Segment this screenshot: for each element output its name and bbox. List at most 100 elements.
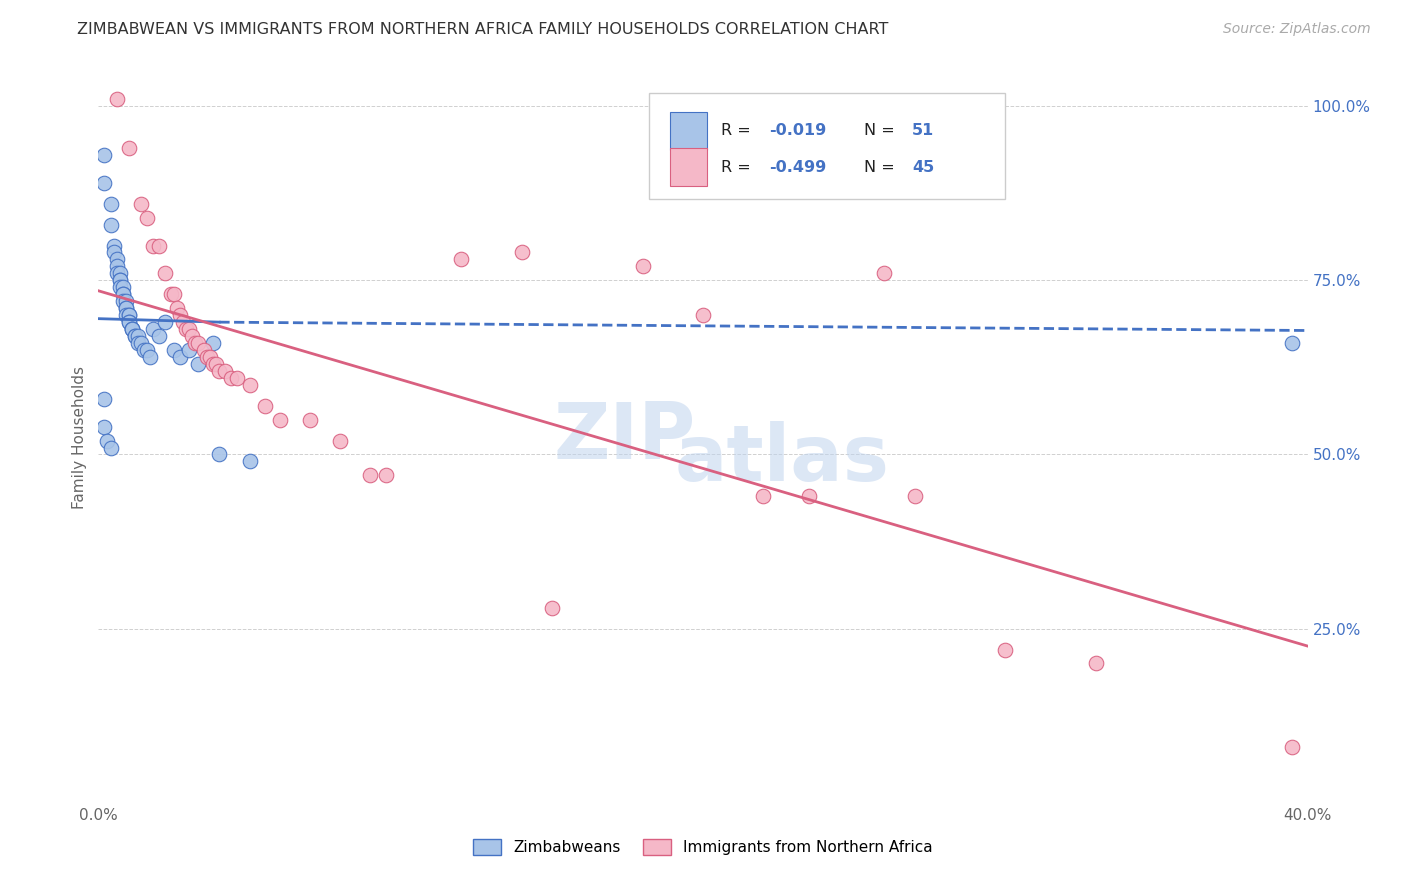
Point — [169, 308, 191, 322]
Point — [96, 434, 118, 448]
Point — [118, 141, 141, 155]
Point — [214, 364, 236, 378]
Point — [329, 434, 352, 448]
Point — [129, 196, 152, 211]
Text: R =: R = — [721, 123, 756, 138]
Point — [208, 364, 231, 378]
FancyBboxPatch shape — [671, 112, 707, 150]
Point — [129, 336, 152, 351]
Text: N =: N = — [863, 160, 900, 175]
Point — [135, 343, 157, 357]
Point — [108, 280, 131, 294]
Point — [299, 412, 322, 426]
Text: -0.499: -0.499 — [769, 160, 827, 175]
Point — [1085, 657, 1108, 671]
Point — [105, 260, 128, 274]
Point — [139, 350, 162, 364]
Point — [127, 329, 149, 343]
Legend: Zimbabweans, Immigrants from Northern Africa: Zimbabweans, Immigrants from Northern Af… — [467, 833, 939, 861]
Point — [160, 287, 183, 301]
Point — [100, 218, 122, 232]
Point — [193, 343, 215, 357]
Point — [121, 322, 143, 336]
Point — [187, 336, 209, 351]
Point — [118, 308, 141, 322]
Text: ZIP: ZIP — [554, 399, 696, 475]
Point — [105, 266, 128, 280]
Point — [114, 301, 136, 316]
Point — [118, 315, 141, 329]
Point — [118, 308, 141, 322]
Point — [163, 343, 186, 357]
Point — [93, 419, 115, 434]
Point — [124, 329, 146, 343]
Point — [169, 350, 191, 364]
Point — [108, 273, 131, 287]
Point — [179, 343, 201, 357]
Point — [153, 315, 176, 329]
Point — [692, 308, 714, 322]
Point — [631, 260, 654, 274]
Text: 51: 51 — [912, 123, 935, 138]
Point — [132, 343, 155, 357]
Point — [752, 489, 775, 503]
Point — [873, 266, 896, 280]
Point — [904, 489, 927, 503]
Point — [142, 238, 165, 252]
Point — [114, 294, 136, 309]
Point — [111, 294, 134, 309]
Point — [239, 454, 262, 468]
Point — [135, 211, 157, 225]
FancyBboxPatch shape — [648, 94, 1005, 200]
Point — [105, 92, 128, 106]
Point — [1281, 740, 1303, 755]
Text: -0.019: -0.019 — [769, 123, 827, 138]
Point — [253, 399, 276, 413]
Y-axis label: Family Households: Family Households — [72, 366, 87, 508]
Point — [93, 392, 115, 406]
Point — [994, 642, 1017, 657]
Point — [118, 315, 141, 329]
Point — [103, 238, 125, 252]
Point — [360, 468, 382, 483]
Point — [148, 238, 170, 252]
Point — [179, 322, 201, 336]
Point — [153, 266, 176, 280]
Point — [114, 301, 136, 316]
Point — [187, 357, 209, 371]
Point — [181, 329, 204, 343]
Point — [540, 600, 562, 615]
Point — [111, 280, 134, 294]
Point — [108, 266, 131, 280]
Text: 45: 45 — [912, 160, 935, 175]
Point — [121, 322, 143, 336]
Point — [208, 448, 231, 462]
Point — [93, 148, 115, 162]
Point — [195, 350, 218, 364]
Point — [1281, 336, 1303, 351]
Point — [221, 371, 243, 385]
Point — [100, 196, 122, 211]
Point — [450, 252, 472, 267]
Point — [111, 287, 134, 301]
Point — [166, 301, 188, 316]
Point — [200, 350, 222, 364]
Text: R =: R = — [721, 160, 756, 175]
Point — [121, 322, 143, 336]
Point — [108, 273, 131, 287]
Point — [105, 252, 128, 267]
Point — [124, 329, 146, 343]
FancyBboxPatch shape — [671, 148, 707, 186]
Point — [797, 489, 820, 503]
Text: ZIMBABWEAN VS IMMIGRANTS FROM NORTHERN AFRICA FAMILY HOUSEHOLDS CORRELATION CHAR: ZIMBABWEAN VS IMMIGRANTS FROM NORTHERN A… — [77, 22, 889, 37]
Point — [93, 176, 115, 190]
Point — [172, 315, 194, 329]
Point — [269, 412, 291, 426]
Text: N =: N = — [863, 123, 900, 138]
Point — [163, 287, 186, 301]
Point — [202, 336, 225, 351]
Point — [184, 336, 207, 351]
Text: Source: ZipAtlas.com: Source: ZipAtlas.com — [1223, 22, 1371, 37]
Point — [103, 245, 125, 260]
Point — [148, 329, 170, 343]
